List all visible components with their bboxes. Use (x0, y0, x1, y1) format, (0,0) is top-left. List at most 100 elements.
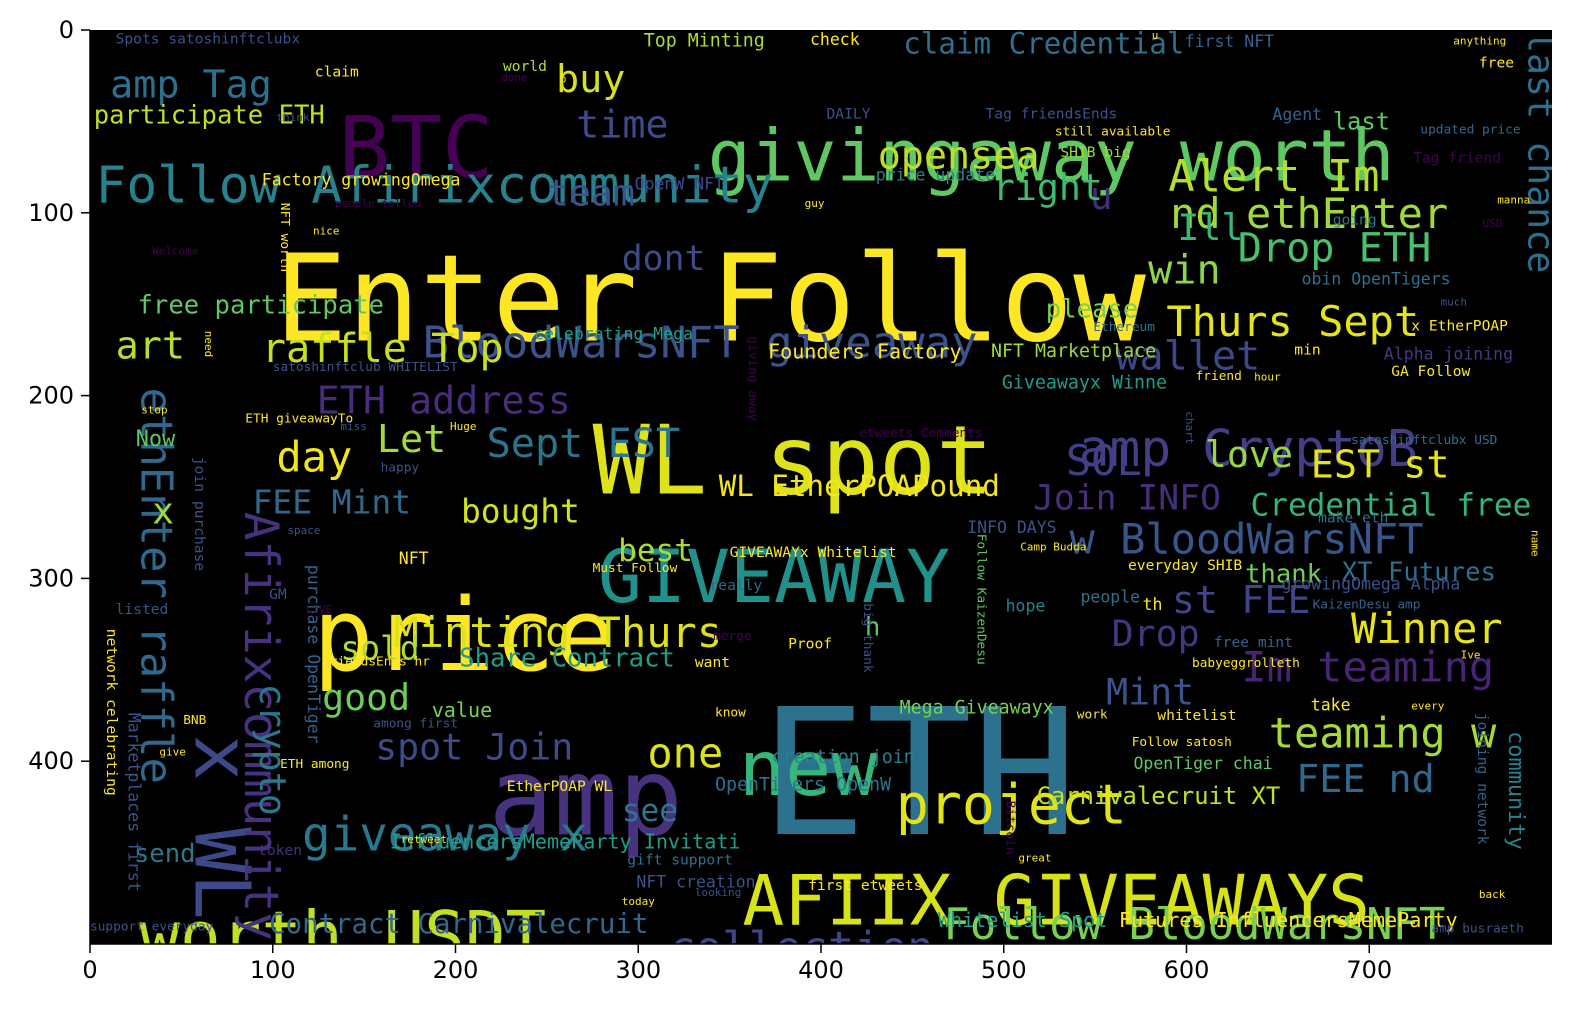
word: BTC (339, 98, 494, 198)
word: raffle Top (262, 326, 504, 372)
word: Whitelist Spot (938, 908, 1107, 932)
word: satoshinftclubx USD (1351, 433, 1497, 448)
word: big thank (860, 603, 875, 673)
word: satoshinftclub WHITELIST (273, 360, 458, 375)
word: Im teaming (1241, 643, 1494, 692)
word: happy (381, 461, 420, 476)
word: Top Minting (644, 31, 765, 52)
word: people follow (335, 197, 421, 210)
word: manna (1497, 193, 1530, 206)
word: amp busraeth (1431, 921, 1523, 936)
word: teaming w (1269, 708, 1497, 757)
word: Tag friendsEnds (986, 106, 1118, 123)
word: Marketplaces first (125, 713, 144, 892)
word: Giveawayx Winne (1002, 372, 1167, 393)
word: win (1148, 247, 1221, 293)
word: Drop (1112, 612, 1200, 655)
word: ETH giveawayTo (245, 411, 353, 426)
word: obin OpenTigers (1302, 270, 1451, 289)
word: amp CryptoB (1079, 419, 1418, 479)
word: GIVEAWAYx Whitelist (730, 544, 897, 561)
word: one (647, 728, 723, 777)
word: NFT worth (277, 203, 292, 272)
word: GM (269, 586, 287, 603)
word: Must Follow (593, 561, 678, 576)
y-axis-ticks: 0 100 200 300 400 (28, 16, 90, 775)
word: free (1479, 54, 1514, 71)
word: free participate (138, 291, 385, 321)
word: Proof (788, 636, 832, 653)
word: NFT (399, 549, 429, 568)
word: whitelist (1157, 707, 1236, 724)
word: still available (1055, 124, 1171, 139)
word: participate ETH (94, 101, 325, 131)
word: EtherPOAP WL (507, 778, 613, 795)
word: Winner (1351, 604, 1503, 653)
word: first NFT (1185, 32, 1274, 51)
word-layer: Enter Follow ETH WL spot price amp BTC givinga… (90, 30, 1552, 1022)
word: claim (315, 63, 359, 80)
word: price (313, 577, 616, 694)
word: th (1143, 595, 1163, 614)
word: opensea (878, 134, 1040, 179)
word: please (1046, 294, 1138, 324)
word: min (1294, 341, 1320, 358)
word: Enter Follow (275, 229, 1147, 369)
word: give (159, 745, 186, 758)
word: KaizenDesu amp (1313, 598, 1421, 613)
word: hope (1006, 597, 1046, 616)
axes: 0 100 200 300 400 500 600 700 0 100 200 300 400 (28, 16, 1552, 984)
word: time (576, 103, 668, 148)
word: going (1333, 212, 1377, 229)
word: see (622, 793, 678, 829)
word: take (1311, 695, 1351, 714)
word: celebrating Mega (534, 324, 693, 343)
word: want (695, 654, 730, 671)
word: INFO DAYS (967, 518, 1056, 537)
word: stop (141, 404, 168, 417)
word: Thurs Sept (1166, 297, 1419, 346)
word: crypto (251, 684, 294, 816)
word: Let (377, 417, 446, 462)
word: work (1077, 707, 1108, 722)
word: FEE nd (1296, 757, 1435, 802)
word: gift support (627, 851, 732, 868)
word: hour (1254, 371, 1281, 384)
word: Afirixcommunity amp (233, 512, 288, 1022)
x-axis-ticks: 0 100 200 300 400 500 600 700 (82, 944, 1392, 984)
word: Huge (450, 420, 477, 433)
word: SHIB big (1060, 144, 1130, 161)
word: DAILY (827, 106, 871, 123)
word: everyday SHIB (1128, 557, 1242, 574)
word: giveaway x (302, 807, 588, 862)
word: x WL (176, 735, 265, 920)
word: need (202, 331, 215, 358)
word: Futures InfluencersMemeParty (1119, 908, 1458, 932)
word: ETH among (280, 757, 349, 772)
word: purchase OpenTiger (304, 565, 323, 744)
word: updated price (1420, 123, 1520, 138)
word: givingaway worth (708, 114, 1395, 197)
word: OpenW NFT (635, 174, 724, 193)
word: guy (805, 197, 825, 210)
word: joining network (1474, 713, 1491, 845)
word: Bitcoin (1003, 801, 1018, 855)
word: today (622, 895, 655, 908)
word: really (710, 577, 763, 594)
y-tick-label: 200 (28, 382, 74, 410)
word: h (865, 612, 880, 642)
word: project (896, 772, 1127, 836)
word: community (1503, 731, 1528, 850)
word: InfluencersMemeParty Invitati (390, 830, 741, 854)
word: Camp Budda (1020, 541, 1086, 554)
word: Founders Factory (768, 340, 962, 364)
word: st FEE (1172, 578, 1311, 623)
word: giving away (745, 336, 760, 421)
word: buy (556, 57, 625, 102)
word: OpenTiger chai (1134, 754, 1273, 773)
y-tick-label: 0 (59, 16, 74, 44)
word: GIVEAWAY (598, 535, 950, 620)
word: Follow Afirixcommunity (96, 156, 774, 216)
word: listed (116, 601, 169, 618)
